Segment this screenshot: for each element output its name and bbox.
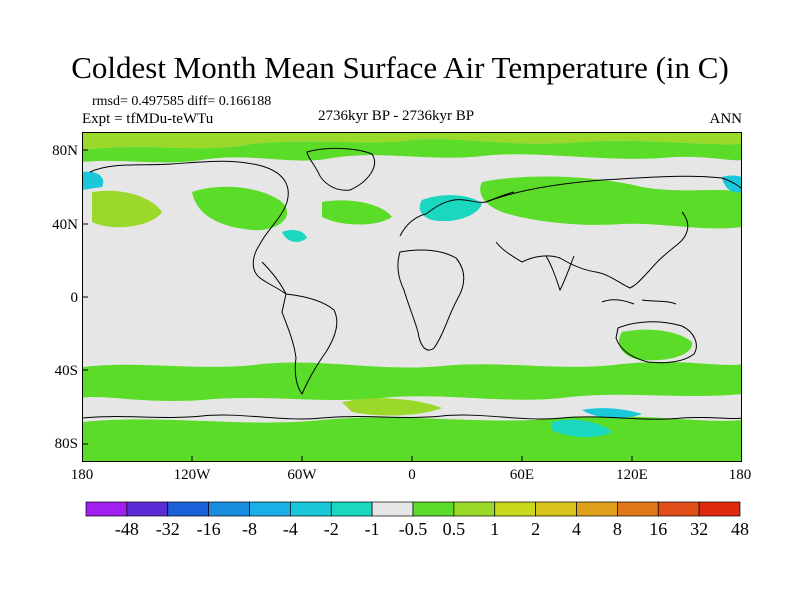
eurasia-cold-patch [419, 195, 482, 222]
antarctica-band [82, 416, 742, 462]
coastlines [82, 147, 742, 420]
india-coast [545, 255, 575, 292]
colorbar-label: 32 [690, 519, 709, 539]
y-label-80s: 80S [54, 436, 78, 452]
x-label-120e: 120E [616, 467, 648, 483]
antarctica-coast [82, 414, 742, 420]
colorbar-label: 4 [572, 519, 581, 539]
north-america-patch [192, 186, 288, 231]
colorbar-label: 2 [531, 519, 541, 539]
north-america-coast [89, 160, 289, 295]
colorbar-swatch [330, 501, 373, 517]
southern-ocean-band [82, 362, 742, 401]
anomaly-shading [82, 132, 742, 462]
colorbar-swatch [698, 501, 741, 517]
x-label-120w: 120W [173, 467, 211, 483]
y-label-80n: 80N [52, 143, 78, 159]
colorbar-swatch [453, 501, 496, 517]
y-label-40s: 40S [54, 363, 78, 379]
colorbar-label: -2 [323, 519, 339, 539]
stats-text: rmsd= 0.497585 diff= 0.166188 [92, 94, 272, 109]
arctic-warm-band [82, 132, 742, 150]
europe-asia-patch [480, 176, 742, 229]
colorbar-label: -1 [364, 519, 380, 539]
north-pacific-patch [92, 190, 162, 228]
colorbar-swatch [208, 501, 250, 517]
asia-coast [485, 175, 742, 289]
colorbar-swatch [494, 501, 536, 517]
x-label-0: 0 [408, 467, 416, 483]
colorbar-swatch [657, 501, 700, 517]
colorbar-label: -4 [282, 519, 298, 539]
colorbar-label: 8 [612, 519, 622, 539]
colorbar-label: -0.5 [398, 519, 428, 539]
colorbar-label: -16 [196, 519, 221, 539]
antarctica-cold-patch [552, 419, 612, 438]
colorbar-swatch [167, 501, 209, 517]
colorbar-swatch [617, 501, 659, 517]
map-ticks [82, 149, 633, 462]
australia-coast [615, 321, 697, 364]
indonesia-coast [601, 299, 677, 305]
antarctica-yellow [342, 398, 442, 416]
greenland-coast [306, 147, 375, 191]
colorbar-label: 1 [490, 519, 500, 539]
colorbar-swatch [290, 501, 332, 517]
colorbar-label: 0.5 [442, 519, 466, 539]
x-label-60w: 60W [287, 467, 317, 483]
colorbar-swatch [535, 501, 577, 517]
colorbar-swatch [249, 501, 291, 517]
pacific-cold-patch [82, 171, 104, 190]
colorbar-swatch [371, 501, 414, 517]
world-map [82, 132, 742, 462]
y-label-40n: 40N [52, 217, 78, 233]
colorbar-swatch [576, 501, 618, 517]
colorbar-swatch [85, 501, 128, 517]
x-label-180w: 180 [70, 467, 94, 483]
north-atlantic-patch [322, 200, 392, 225]
x-label-60e: 60E [509, 467, 535, 483]
arctic-green-band [82, 139, 742, 163]
australia-patch [618, 329, 693, 361]
x-label-180e: 180 [728, 467, 752, 483]
period-text: 2736kyr BP - 2736kyr BP [318, 108, 475, 124]
colorbar-label: 48 [731, 519, 749, 539]
colorbar-label: -32 [155, 519, 180, 539]
y-label-0: 0 [70, 290, 79, 306]
season-text: ANN [709, 111, 743, 127]
colorbar-label: -8 [242, 519, 257, 539]
africa-coast [397, 249, 465, 351]
colorbar-swatch [412, 501, 455, 517]
chart-title: Coldest Month Mean Surface Air Temperatu… [71, 50, 729, 85]
colorbar-label: -48 [114, 519, 139, 539]
expt-text: Expt = tfMDu-teWTu [82, 111, 214, 127]
colorbar-label: 16 [649, 519, 668, 539]
south-america-coast [281, 293, 338, 395]
southern-cold-patch [582, 408, 642, 419]
atlantic-cold-patch [282, 230, 307, 242]
colorbar-swatch [126, 501, 169, 517]
